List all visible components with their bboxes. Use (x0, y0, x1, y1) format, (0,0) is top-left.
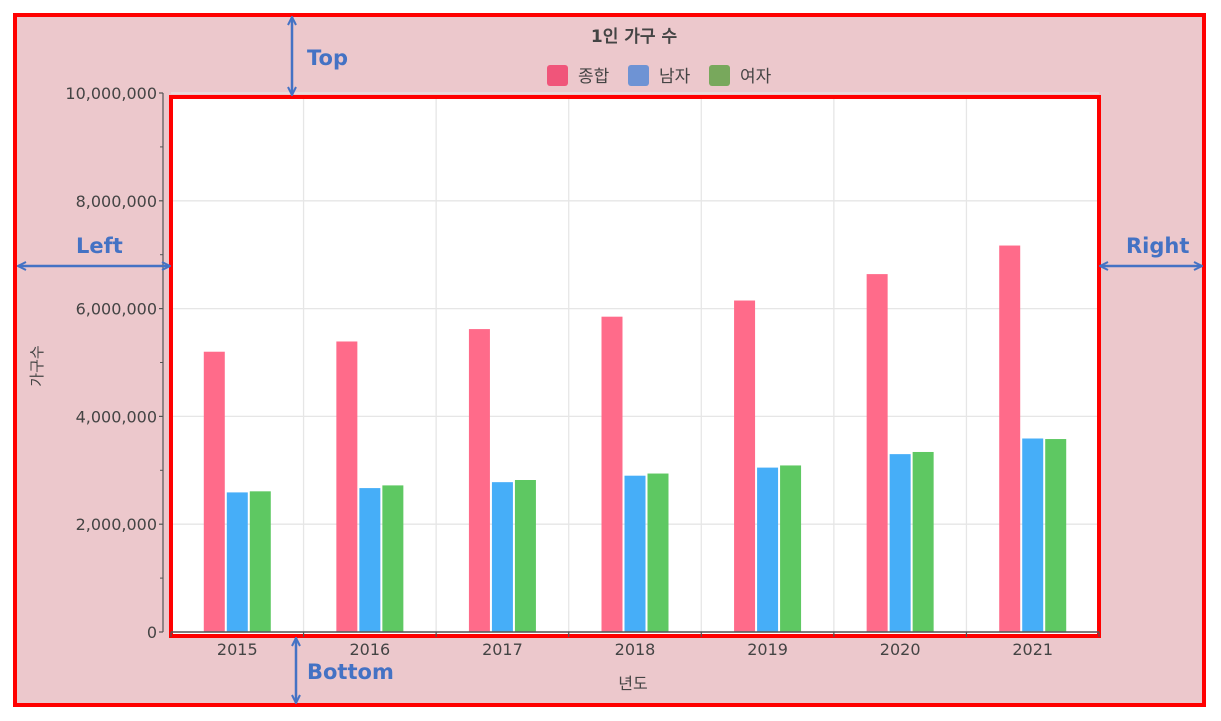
bar-total-2019 (734, 300, 756, 632)
bar-female-2021 (1045, 439, 1067, 632)
y-tick-label: 0 (147, 623, 157, 642)
bar-total-2020 (866, 274, 888, 632)
y-tick-label: 4,000,000 (76, 407, 157, 426)
bar-female-2017 (514, 480, 536, 632)
top-annotation: Top (307, 46, 348, 70)
chart-title: 1인 가구 수 (591, 27, 678, 47)
legend-swatch-female (709, 65, 730, 86)
x-tick-label: 2019 (747, 640, 788, 659)
bar-male-2021 (1022, 438, 1044, 632)
y-tick-label: 10,000,000 (65, 84, 157, 103)
legend-label-male: 남자 (659, 67, 691, 87)
bar-total-2021 (999, 245, 1021, 633)
plot-frame (169, 95, 1101, 638)
bar-female-2015 (249, 491, 271, 632)
bar-total-2015 (203, 351, 225, 632)
left-annotation: Left (76, 234, 123, 258)
bar-male-2019 (757, 467, 779, 632)
legend-label-total: 종합 (578, 67, 610, 87)
bar-layer (203, 245, 1067, 633)
bar-female-2018 (647, 473, 669, 632)
bar-male-2016 (359, 488, 381, 632)
bar-male-2020 (889, 454, 911, 632)
bar-total-2016 (336, 341, 358, 632)
margin-annotations: Top Left Right Bottom (18, 17, 1202, 703)
grid-lines (171, 92, 1099, 632)
y-tick-label: 6,000,000 (76, 300, 157, 319)
bottom-annotation: Bottom (307, 660, 394, 684)
bar-total-2017 (468, 329, 490, 632)
legend: 종합 남자 여자 (547, 65, 772, 87)
x-tick-label: 2015 (217, 640, 258, 659)
legend-swatch-male (628, 65, 649, 86)
y-tick-label: 8,000,000 (76, 192, 157, 211)
bar-male-2017 (491, 482, 513, 632)
x-axis: 2015 2016 2017 2018 2019 2020 2021 (170, 631, 1100, 659)
x-tick-label: 2020 (880, 640, 921, 659)
outer-frame (13, 13, 1206, 707)
legend-swatch-total (547, 65, 568, 86)
bar-female-2019 (780, 465, 802, 632)
x-tick-label: 2016 (349, 640, 390, 659)
bar-female-2020 (912, 451, 934, 632)
x-axis-title: 년도 (618, 674, 647, 693)
bar-male-2018 (624, 475, 646, 632)
y-axis-title: 가구수 (28, 345, 46, 386)
x-tick-label: 2018 (615, 640, 656, 659)
bar-male-2015 (226, 492, 248, 632)
bar-female-2016 (382, 485, 404, 632)
y-tick-label: 2,000,000 (76, 515, 157, 534)
x-tick-label: 2017 (482, 640, 523, 659)
y-axis: 0 2,000,000 4,000,000 6,000,000 8,000,000 10,… (65, 84, 163, 642)
bar-total-2018 (601, 316, 623, 632)
right-annotation: Right (1126, 234, 1189, 258)
legend-label-female: 여자 (740, 67, 772, 87)
x-tick-label: 2021 (1012, 640, 1053, 659)
